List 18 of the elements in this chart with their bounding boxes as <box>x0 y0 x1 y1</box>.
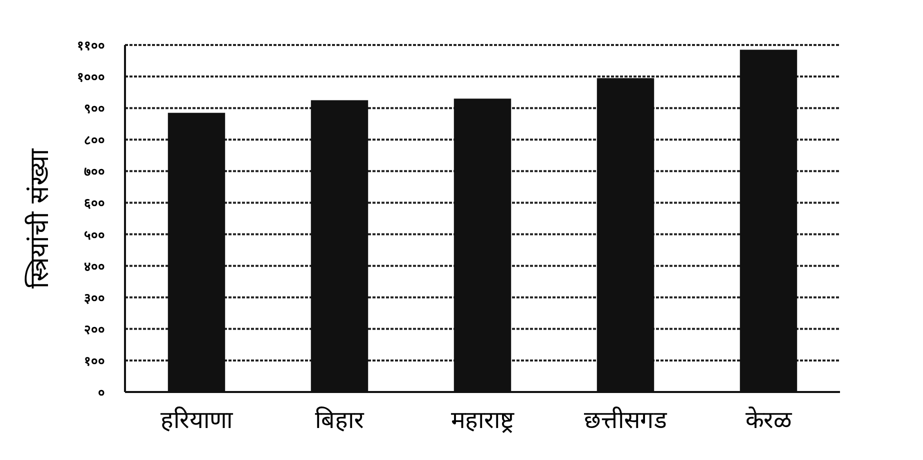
x-tick-label: छत्तीसगड <box>584 406 668 434</box>
y-tick-label: ६०० <box>84 196 105 212</box>
x-tick-label: महाराष्ट्र <box>451 406 515 434</box>
y-tick-label: ४०० <box>84 260 105 275</box>
y-tick-label: १०० <box>84 354 105 370</box>
y-tick-label: ११०० <box>77 39 105 54</box>
x-tick-label: केरळ <box>746 406 792 434</box>
y-tick-label: ५०० <box>84 228 105 244</box>
y-axis-title: स्त्रियांची संख्या <box>24 147 55 289</box>
y-tick-label: ७०० <box>84 165 105 180</box>
y-tick-label: ९०० <box>84 102 105 118</box>
y-tick-label: ८०० <box>84 134 105 149</box>
y-tick-label: १००० <box>77 70 105 86</box>
x-tick-label: बिहार <box>315 406 365 434</box>
y-tick-label: २०० <box>84 322 105 338</box>
y-tick-label: ३०० <box>84 291 105 306</box>
x-tick-label: हरियाणा <box>160 406 234 434</box>
y-tick-label: ० <box>98 386 105 401</box>
